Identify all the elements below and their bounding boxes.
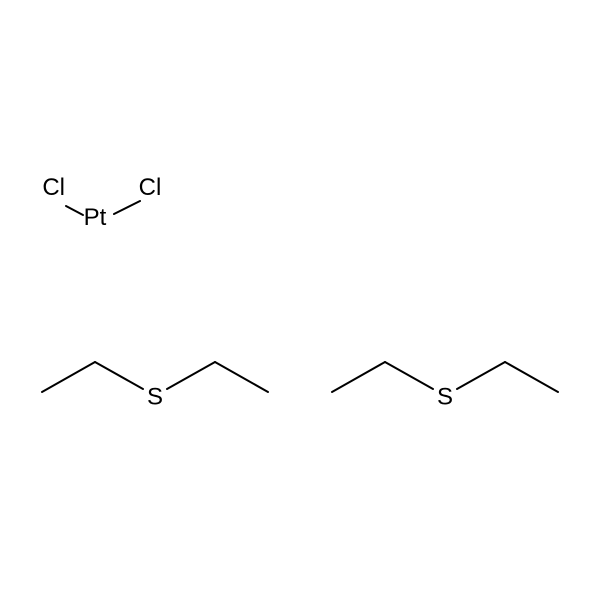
bond-pt-cl1 xyxy=(66,206,83,215)
atom-s: S xyxy=(437,383,453,410)
bond-pt-cl2 xyxy=(114,201,140,214)
atom-s: S xyxy=(147,383,163,410)
bond xyxy=(505,362,558,392)
atom-pt: Pt xyxy=(84,204,107,231)
atom-cl1: Cl xyxy=(42,174,65,201)
bond xyxy=(385,362,433,389)
bond xyxy=(457,362,505,389)
bond xyxy=(332,362,385,392)
atom-cl2: Cl xyxy=(139,174,162,201)
bond xyxy=(42,362,95,392)
fragment-diethylsulfide-2: S xyxy=(332,362,558,410)
fragment-ptcl2: Cl Pt Cl xyxy=(42,174,161,231)
bond xyxy=(95,362,143,389)
bond xyxy=(167,362,215,389)
bond xyxy=(215,362,268,392)
fragment-diethylsulfide-1: S xyxy=(42,362,268,410)
molecule-diagram: Cl Pt Cl S S xyxy=(0,0,600,600)
